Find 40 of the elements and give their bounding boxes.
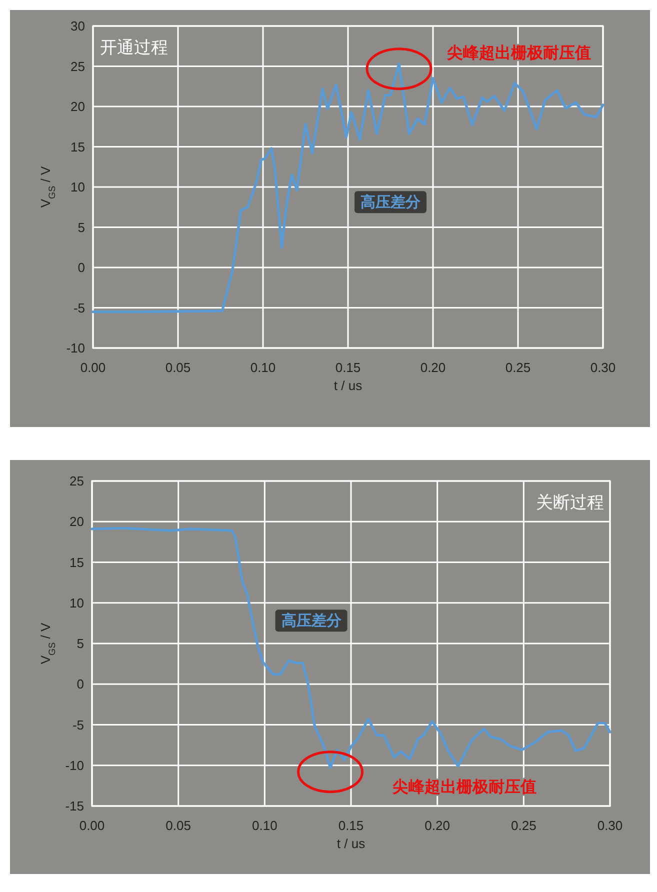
y-tick-label: 30: [70, 18, 85, 34]
line-series: [90, 526, 612, 770]
y-tick-label: 20: [70, 514, 84, 530]
y-tick-label: 25: [70, 474, 84, 488]
x-axis-title: t / us: [334, 378, 363, 393]
x-tick-label: 0.15: [338, 818, 364, 833]
y-tick-label: 25: [70, 58, 85, 74]
y-tick-label: 10: [70, 595, 84, 610]
x-tick-label: 0.10: [250, 360, 276, 375]
text: 关断过程: [536, 493, 604, 512]
y-tick-label: 15: [70, 139, 85, 154]
x-tick-label: 0.00: [80, 360, 106, 375]
x-tick-label: 0.20: [424, 818, 450, 833]
y-tick-label: -5: [72, 717, 84, 732]
x-tick-label: 0.00: [79, 818, 105, 833]
x-tick-label: 0.25: [511, 818, 536, 833]
y-tick-label: 20: [70, 99, 85, 114]
y-tick-label: 0: [76, 676, 84, 692]
x-tick-label: 0.05: [165, 360, 191, 375]
x-tick-label: 0.20: [420, 360, 446, 375]
y-tick-label: -15: [65, 798, 84, 814]
x-tick-label: 0.05: [166, 818, 191, 833]
y-tick-label: 5: [78, 220, 85, 235]
y-tick-label: -5: [73, 300, 85, 316]
y-tick-label: 5: [76, 636, 84, 651]
y-tick-label: -10: [66, 340, 85, 356]
text: 开通过程: [100, 38, 168, 57]
line-series: [92, 62, 604, 314]
x-axis-title: t / us: [336, 836, 366, 851]
y-tick-label: -10: [65, 758, 84, 773]
series-label: 高压差分: [281, 612, 342, 630]
y-tick-label: 10: [70, 180, 85, 194]
y-tick-label: 15: [70, 554, 84, 570]
x-tick-label: 0.30: [590, 360, 616, 375]
text: 高压差分: [360, 193, 422, 212]
y-tick-label: 0: [78, 260, 85, 275]
x-tick-label: 0.15: [335, 360, 361, 375]
x-tick-label: 0.25: [505, 360, 531, 375]
x-tick-label: 0.10: [252, 818, 278, 833]
x-tick-label: 0.30: [597, 818, 623, 833]
